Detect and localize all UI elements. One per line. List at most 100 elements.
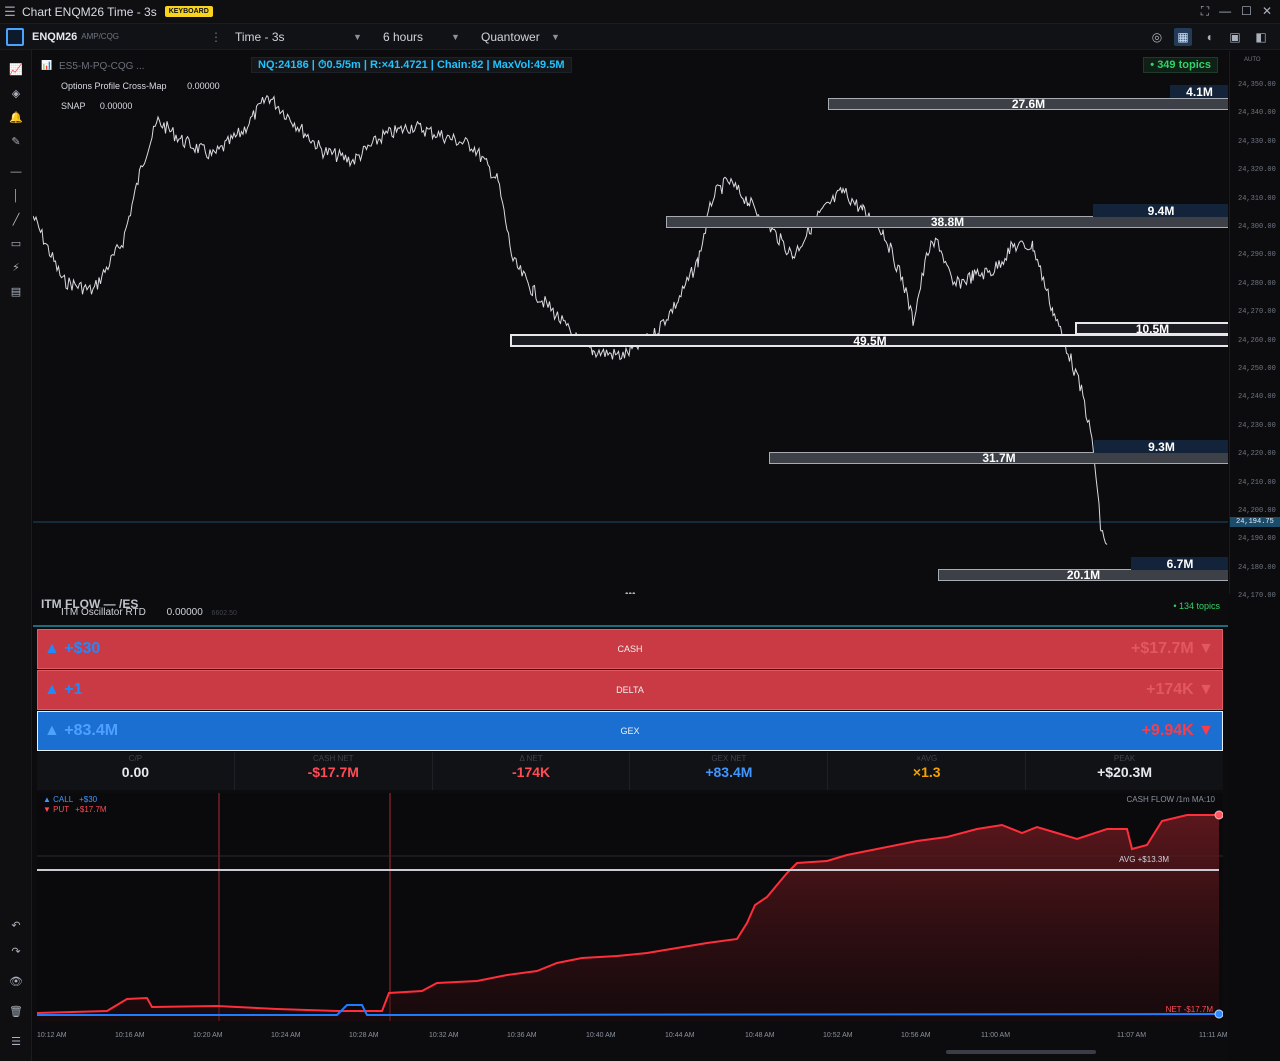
stat-value: 0.00 — [121, 764, 150, 780]
stat-key: C/P — [128, 754, 143, 763]
stat-cell: ×AVG ×1.3 — [828, 752, 1027, 790]
list-icon[interactable]: ☰ — [11, 1036, 21, 1048]
put-end-marker — [1214, 810, 1223, 820]
call-bar: 9.4M — [1093, 204, 1228, 218]
panel-icon[interactable]: ◧ — [1255, 30, 1267, 44]
range-value: 6 hours — [383, 29, 424, 44]
delta-call-value: ▲ +1 — [44, 681, 83, 698]
eye-icon[interactable]: 👁 — [9, 976, 23, 988]
fullscreen-icon[interactable]: ⛶ — [1200, 4, 1210, 18]
put-legend-label: ▼ PUT — [43, 805, 69, 814]
close-icon[interactable]: ✕ — [1261, 4, 1272, 18]
stat-value: -174K — [512, 764, 551, 780]
mouse-icon[interactable]: ◖ — [1205, 30, 1213, 44]
x-tick-label: 10:52 AM — [823, 1032, 853, 1039]
indicators-icon[interactable]: 📈 — [9, 64, 23, 76]
range-dropdown[interactable]: 6 hours ▼ — [383, 29, 460, 44]
link-panel-icon[interactable] — [6, 27, 24, 46]
itm-indicator-value: 0.00000 — [166, 607, 203, 618]
redo-icon[interactable]: ↷ — [11, 946, 21, 958]
flow-chart-title: CASH FLOW /1m MA:10 — [1126, 795, 1215, 804]
y-tick-label: 24,180.00 — [1238, 563, 1276, 572]
trend-line-icon[interactable]: ╱ — [12, 214, 20, 226]
panel-divider — [33, 625, 1228, 627]
keyboard-badge: KEYBOARD — [164, 6, 213, 17]
horizontal-scrollbar[interactable] — [946, 1050, 1096, 1054]
level-bar: 38.8M — [666, 216, 1228, 228]
y-tick-label: 24,260.00 — [1238, 336, 1276, 345]
level-bar-max: 49.5M — [510, 334, 1228, 347]
itm-indicator-name: ITM Oscillator RTD — [61, 607, 146, 618]
vertical-line-icon[interactable]: │ — [12, 190, 20, 202]
call-legend-value: +$30 — [79, 795, 98, 804]
put-flow-line — [37, 814, 1219, 1014]
y-tick-label: 24,240.00 — [1238, 393, 1276, 402]
level-bar: 27.6M — [828, 98, 1228, 110]
chevron-down-icon: ▼ — [353, 31, 362, 42]
auto-scale-label[interactable]: AUTO — [1244, 57, 1261, 63]
undo-icon[interactable]: ↶ — [11, 920, 21, 932]
hamburger-menu-icon[interactable]: ☰ — [4, 3, 16, 19]
symbol-label[interactable]: ENQM26 — [32, 30, 78, 43]
window-controls: ⛶ — ☐ ✕ — [1201, 4, 1272, 19]
y-tick-label: 24,350.00 — [1238, 81, 1276, 89]
x-tick-label: 11:11 AM — [1199, 1032, 1228, 1039]
minimize-icon[interactable]: — — [1219, 4, 1232, 18]
trash-icon[interactable]: 🗑 — [9, 1006, 23, 1018]
x-tick-label: 10:28 AM — [349, 1032, 379, 1039]
fib-icon[interactable]: ⚡ — [12, 262, 20, 274]
window-title: Chart ENQM26 Time - 3s — [22, 4, 157, 19]
delta-bar: ▲ +1 DELTA +174K ▼ — [37, 670, 1223, 710]
toolbar-right-icons: ◎ ▦ ◖ ▣ ◧ — [1148, 28, 1270, 46]
rectangle-icon[interactable]: ▭ — [10, 238, 22, 250]
dom-icon[interactable]: ▦ — [1174, 28, 1192, 46]
chevron-down-icon: ▼ — [551, 31, 560, 42]
crosshair-icon[interactable]: ◎ — [1151, 30, 1163, 44]
net-label: NET -$17.7M — [1165, 1005, 1213, 1014]
y-tick-label: 24,280.00 — [1238, 279, 1276, 288]
level-bar: 31.7M — [769, 452, 1228, 464]
pencil-icon[interactable]: ✎ — [11, 136, 21, 148]
time-axis[interactable]: 10:12 AM 10:16 AM 10:20 AM 10:24 AM 10:28 AM… — [33, 1028, 1228, 1042]
itm-topics: • 134 topics — [1173, 601, 1220, 611]
overlay-icon: 📊 — [41, 60, 53, 70]
x-tick-label: 10:32 AM — [429, 1032, 459, 1039]
alert-bell-icon[interactable]: 🔔 — [9, 112, 23, 124]
maximize-icon[interactable]: ☐ — [1241, 4, 1252, 18]
gex-bar: ▲ +83.4M GEX +9.94K ▼ — [37, 711, 1223, 751]
y-tick-label: 24,200.00 — [1238, 507, 1276, 515]
chevron-down-icon: ▼ — [451, 31, 460, 42]
stat-value: +83.4M — [705, 764, 753, 780]
horizontal-line-icon[interactable]: — — [10, 166, 22, 178]
y-tick-label: 24,250.00 — [1238, 365, 1276, 373]
feed-label: AMP/CQG — [81, 32, 120, 41]
stat-value: ×1.3 — [912, 764, 941, 780]
panel-splitter-handle[interactable]: ••• — [625, 589, 636, 594]
delta-put-value: +174K ▼ — [1146, 681, 1214, 698]
x-tick-label: 10:12 AM — [37, 1032, 67, 1039]
topics-badge: • 349 topics — [1143, 57, 1218, 73]
cash-flow-chart[interactable]: ▲ CALL +$30 ▼ PUT +$17.7M CASH FLOW /1m … — [37, 793, 1223, 1021]
stat-cell: Δ NET -174K — [433, 752, 631, 790]
y-tick-label: 24,230.00 — [1238, 421, 1276, 430]
indicator-2-name: SNAP — [61, 101, 86, 111]
provider-dropdown[interactable]: Quantower ▼ — [481, 30, 560, 44]
y-tick-label: 24,170.00 — [1238, 592, 1276, 601]
current-price-label: 24,194.75 — [1230, 517, 1280, 527]
more-options-icon[interactable]: ⋮ — [210, 29, 222, 44]
ghost-overlay-label: ES5-M-PQ-CQG ... — [59, 61, 145, 72]
layers-icon[interactable]: ◈ — [11, 88, 21, 100]
title-bar: ☰ Chart ENQM26 Time - 3s KEYBOARD ⛶ — ☐ … — [0, 0, 1280, 24]
y-tick-label: 24,330.00 — [1238, 137, 1276, 146]
itm-flow-panel: ITM FLOW — /ES ITM Oscillator RTD 0.0000… — [33, 595, 1228, 1061]
x-tick-label: 11:07 AM — [1117, 1032, 1147, 1039]
price-axis[interactable]: AUTO 24,350.00 24,340.00 24,330.00 24,320.0… — [1229, 51, 1280, 600]
gex-label: GEX — [620, 726, 640, 736]
template-icon[interactable]: ▣ — [1229, 30, 1241, 44]
stat-value: -$17.7M — [307, 764, 359, 780]
ruler-icon[interactable]: ▤ — [10, 286, 22, 298]
timeframe-dropdown[interactable]: Time - 3s ▼ — [235, 30, 362, 44]
price-chart[interactable]: ES5-M-PQ-CQG ... 📊 NQ:24186 | ⏱0.5/5m | … — [33, 51, 1228, 594]
x-tick-label: 10:36 AM — [507, 1032, 537, 1039]
call-bar: 4.1M — [1170, 85, 1228, 99]
